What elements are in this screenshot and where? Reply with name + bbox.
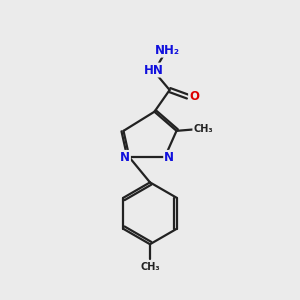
Text: CH₃: CH₃ (140, 262, 160, 272)
Text: N: N (120, 151, 130, 164)
Text: HN: HN (144, 64, 164, 76)
Text: N: N (164, 151, 174, 164)
Text: CH₃: CH₃ (193, 124, 213, 134)
Text: O: O (189, 90, 199, 103)
Text: NH₂: NH₂ (154, 44, 180, 57)
